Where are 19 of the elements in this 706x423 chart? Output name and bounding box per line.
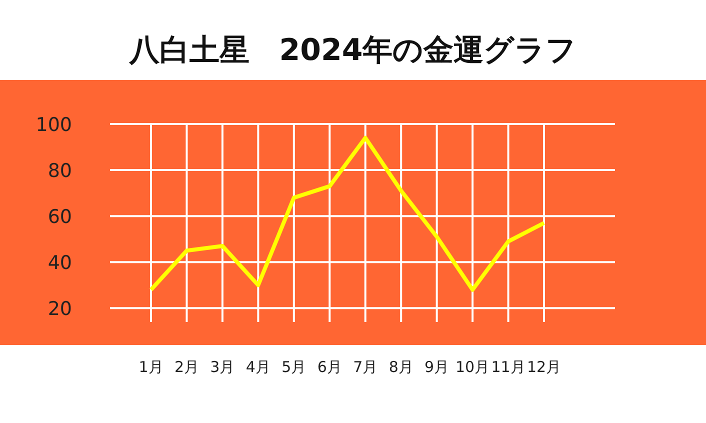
line-series: [149, 136, 546, 292]
y-tick-label: 100: [36, 114, 72, 136]
x-tick-label: 3月: [210, 358, 235, 376]
x-tick-label: 5月: [282, 358, 306, 376]
y-tick-label: 20: [48, 298, 72, 320]
x-tick-label: 2月: [174, 358, 199, 376]
x-tick-label: 7月: [353, 358, 378, 376]
y-tick-label: 40: [48, 252, 72, 274]
x-tick-label: 9月: [424, 358, 450, 376]
x-tick-label: 11月: [491, 358, 526, 376]
chart-title: 八白土星 2024年の金運グラフ: [128, 33, 577, 68]
x-tick-label: 8月: [388, 358, 414, 376]
x-tick-label: 6月: [317, 358, 342, 376]
y-tick-label: 80: [48, 160, 72, 182]
x-tick-label: 12月: [526, 358, 562, 376]
x-tick-label: 10月: [456, 358, 490, 376]
x-tick-label: 4月: [246, 358, 270, 376]
x-tick-label: 1月: [138, 358, 164, 376]
y-tick-label: 60: [48, 206, 72, 228]
